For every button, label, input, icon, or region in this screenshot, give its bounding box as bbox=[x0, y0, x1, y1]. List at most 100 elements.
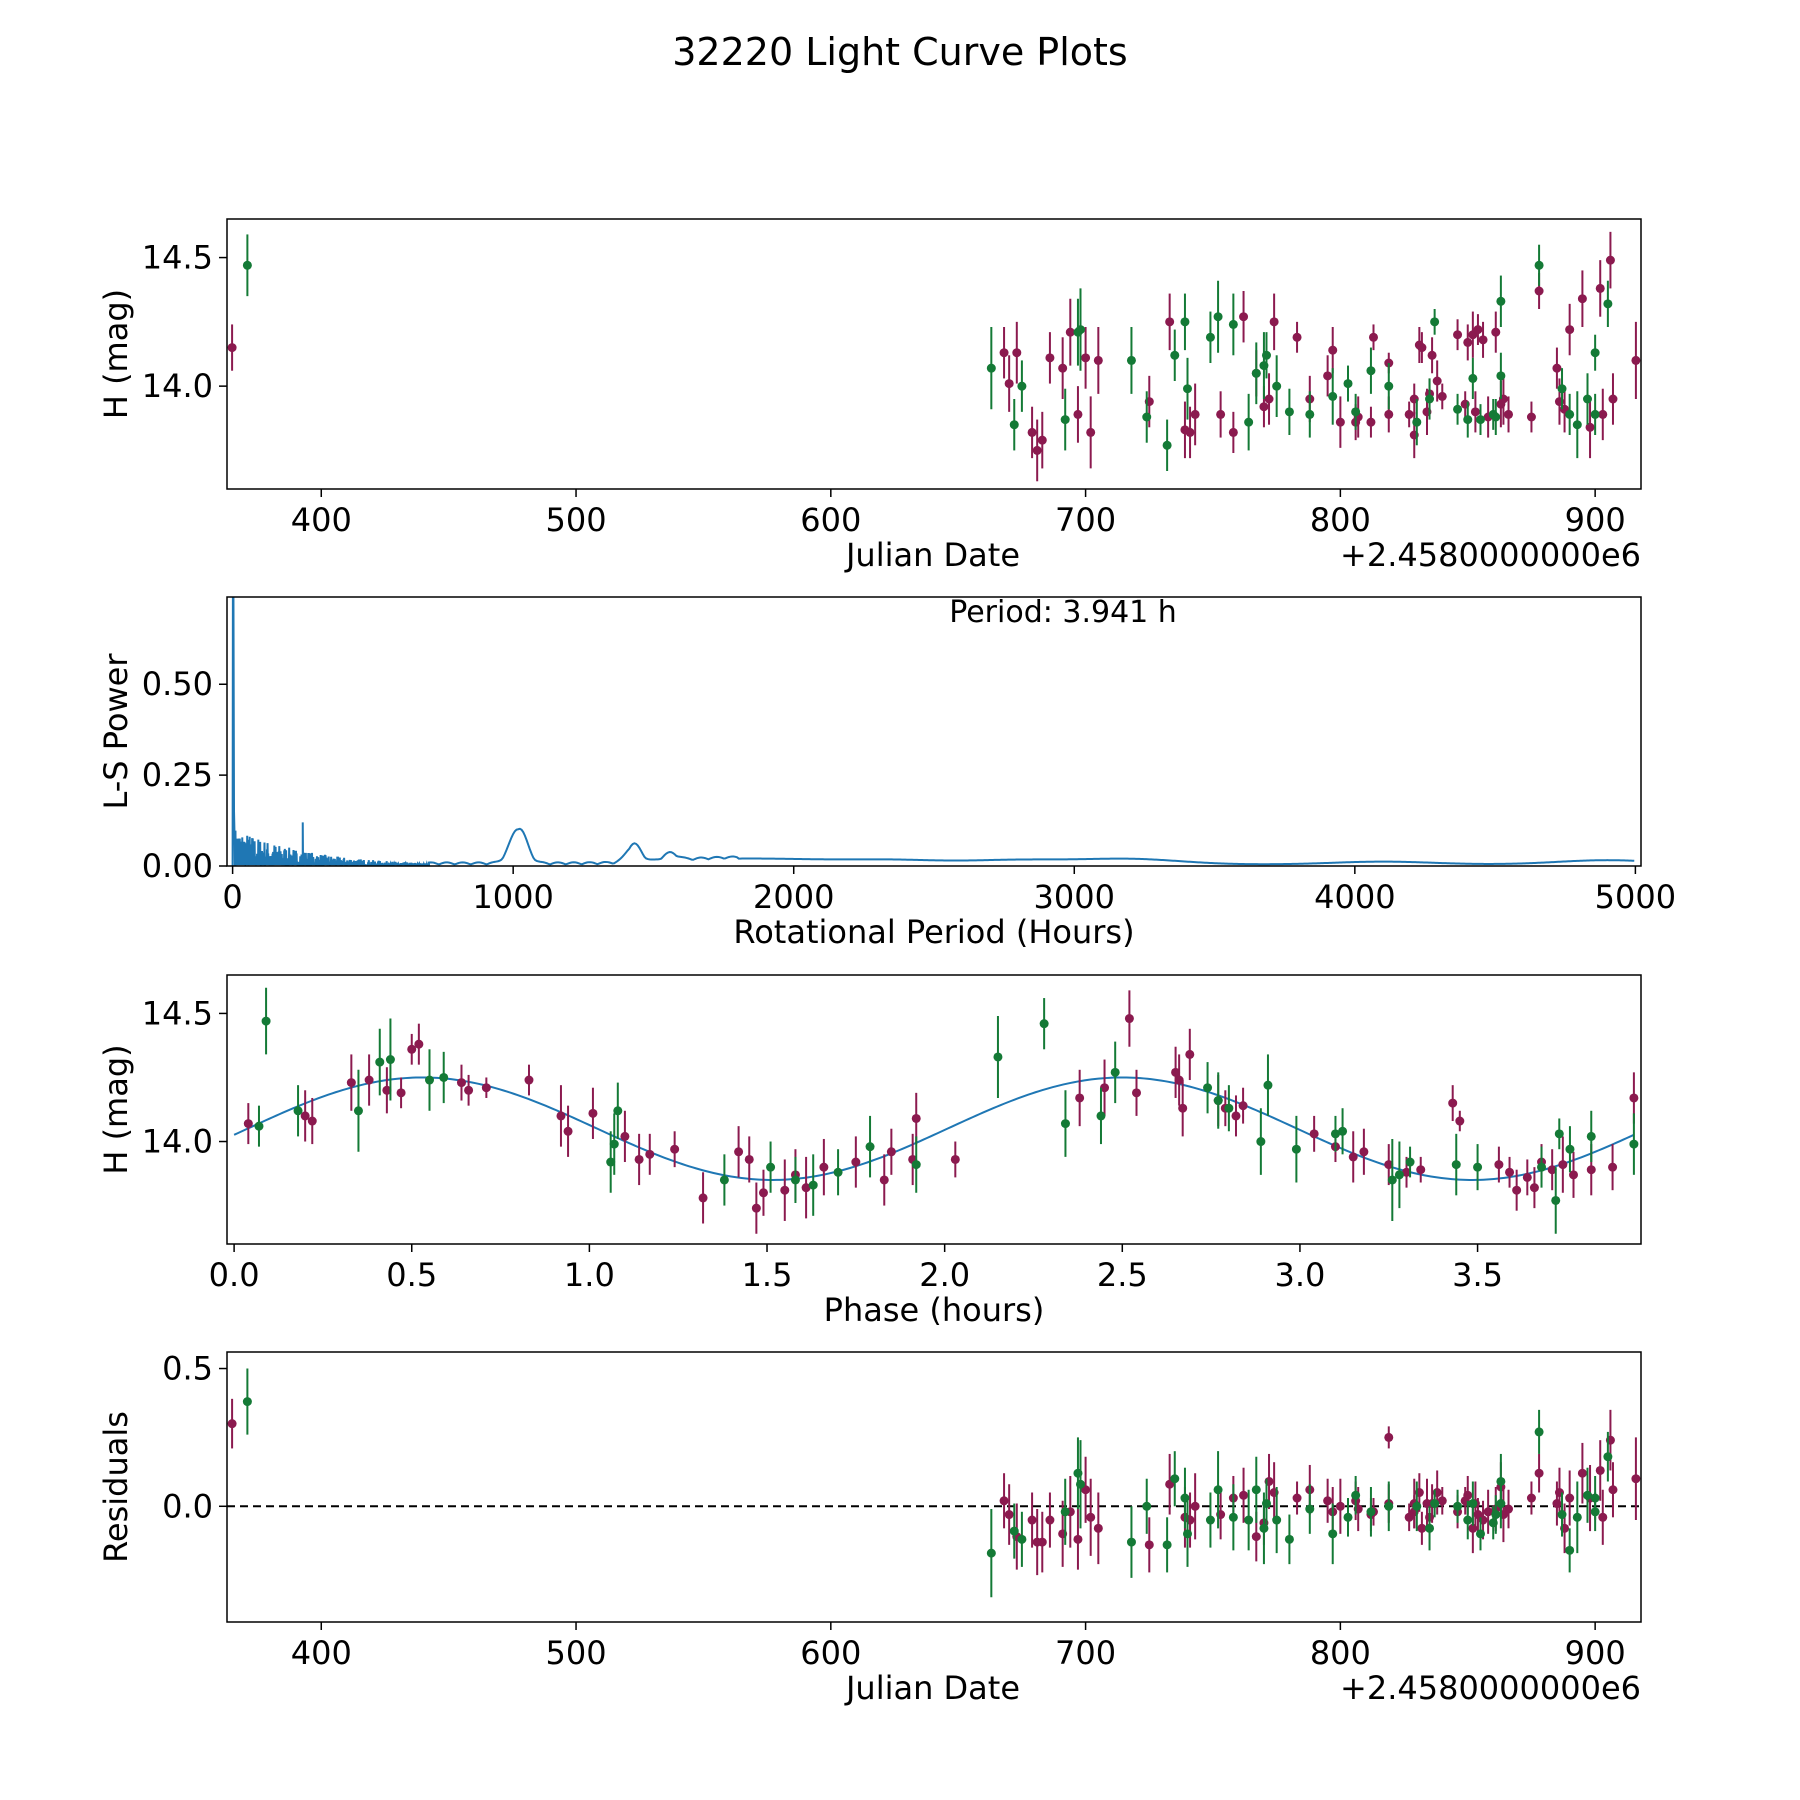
phase-band-1-point bbox=[1505, 1167, 1515, 1177]
res-band-2-point bbox=[1180, 1493, 1190, 1503]
res-band-2-point bbox=[1017, 1534, 1027, 1544]
lc-band-2-point bbox=[1075, 325, 1085, 335]
phase-band-2-point bbox=[790, 1175, 800, 1185]
phase-band-2-point bbox=[609, 1139, 619, 1149]
lc-band-2-point bbox=[1009, 420, 1019, 430]
res-band-1-point bbox=[1534, 1468, 1544, 1478]
lc-band-1-point bbox=[1585, 422, 1595, 432]
phase-xtick-label: 0.0 bbox=[209, 1256, 260, 1294]
res-band-2-point bbox=[986, 1548, 996, 1558]
lc-band-2-point bbox=[1430, 317, 1440, 327]
res-band-2-point bbox=[1491, 1510, 1501, 1520]
res-band-1-point bbox=[1437, 1496, 1447, 1506]
lc-band-1-point bbox=[1478, 335, 1488, 345]
phase-band-1-point bbox=[1185, 1049, 1195, 1059]
phase-band-2-point bbox=[1405, 1157, 1415, 1167]
phase-band-1-point bbox=[414, 1039, 424, 1049]
lc-band-1-point bbox=[1335, 417, 1345, 427]
phase-xtick-label: 3.5 bbox=[1452, 1256, 1503, 1294]
phase-band-1-point bbox=[670, 1144, 680, 1154]
lc-band-1-point bbox=[1491, 327, 1501, 337]
res-band-1-point bbox=[1565, 1493, 1575, 1503]
phase-band-1-point bbox=[1174, 1075, 1184, 1085]
phase-band-1-point bbox=[1558, 1160, 1568, 1170]
phase-band-2-point bbox=[911, 1160, 921, 1170]
phase-band-2-point bbox=[1263, 1080, 1273, 1090]
phase-data-area bbox=[233, 987, 1639, 1234]
phase-band-1-point bbox=[396, 1088, 406, 1098]
phase-band-2-point bbox=[1554, 1129, 1564, 1139]
phase-band-1-point bbox=[464, 1085, 474, 1095]
lc-band-1-point bbox=[1427, 350, 1437, 360]
lc-ytick-label: 14.5 bbox=[142, 239, 213, 277]
lc-band-1-point bbox=[1012, 348, 1022, 358]
res-xtick-label: 500 bbox=[546, 1634, 607, 1672]
lc-band-1-point bbox=[1259, 402, 1269, 412]
phase-xlabel: Phase (hours) bbox=[824, 1291, 1045, 1329]
lc-band-1-point bbox=[1239, 312, 1249, 322]
lc-band-1-point bbox=[1473, 325, 1483, 335]
lc-xtick-label: 800 bbox=[1310, 501, 1371, 539]
lc-band-1-point bbox=[1323, 371, 1333, 381]
phase-band-2-point bbox=[293, 1106, 303, 1116]
lc-band-2-point bbox=[1126, 355, 1136, 365]
res-xtick-label: 900 bbox=[1565, 1634, 1626, 1672]
phase-band-2-point bbox=[1586, 1131, 1596, 1141]
lc-offset-label: +2.4580000000e6 bbox=[1340, 536, 1641, 574]
res-band-2-point bbox=[1496, 1499, 1506, 1509]
phase-band-2-point bbox=[1565, 1144, 1575, 1154]
lc-band-1-point bbox=[1437, 391, 1447, 401]
res-band-1-point bbox=[1323, 1496, 1333, 1506]
phase-band-2-point bbox=[375, 1057, 385, 1067]
res-band-2-point bbox=[1213, 1485, 1223, 1495]
phase-band-1-point bbox=[1608, 1162, 1618, 1172]
lc-band-1-point bbox=[1216, 409, 1226, 419]
lc-band-1-point bbox=[1328, 345, 1338, 355]
phase-band-2-point bbox=[606, 1157, 616, 1167]
phase-band-2-point bbox=[353, 1106, 363, 1116]
res-band-2-point bbox=[1060, 1507, 1070, 1517]
lc-band-1-point bbox=[1470, 407, 1480, 417]
phase-ytick-label: 14.5 bbox=[142, 994, 213, 1032]
res-xtick-label: 400 bbox=[291, 1634, 352, 1672]
res-band-1-point bbox=[1251, 1532, 1261, 1542]
phase-band-1-point bbox=[1178, 1103, 1188, 1113]
lc-band-1-point bbox=[1027, 427, 1037, 437]
panel-residuals: 400 500 600 700 800 900 0.0 0.5 Julian Date Resid… bbox=[97, 1350, 1642, 1707]
res-band-2-point bbox=[1228, 1512, 1238, 1522]
lc-band-2-point bbox=[1244, 417, 1254, 427]
phase-band-2-point bbox=[385, 1055, 395, 1065]
lc-band-1-point bbox=[999, 348, 1009, 358]
phase-band-2-point bbox=[425, 1075, 435, 1085]
lc-xtick-label: 400 bbox=[291, 501, 352, 539]
lc-band-1-point bbox=[1228, 427, 1238, 437]
lc-band-1-point bbox=[1190, 409, 1200, 419]
phase-band-1-point bbox=[645, 1149, 655, 1159]
phase-band-1-point bbox=[364, 1075, 374, 1085]
lc-data-area bbox=[227, 231, 1641, 482]
res-band-2-point bbox=[1126, 1537, 1136, 1547]
lc-band-2-point bbox=[1366, 366, 1376, 376]
phase-band-1-point bbox=[407, 1044, 417, 1054]
phase-band-1-point bbox=[819, 1162, 829, 1172]
lc-band-2-point bbox=[1463, 415, 1473, 425]
lc-band-2-point bbox=[1183, 384, 1193, 394]
lc-band-1-point bbox=[1608, 394, 1618, 404]
phase-band-1-point bbox=[801, 1183, 811, 1193]
res-band-2-point bbox=[1251, 1485, 1261, 1495]
lc-band-1-point bbox=[1045, 353, 1055, 363]
phase-band-1-point bbox=[382, 1085, 392, 1095]
lc-band-2-point bbox=[1475, 415, 1485, 425]
res-band-1-point bbox=[1463, 1490, 1473, 1500]
res-band-2-point bbox=[1351, 1490, 1361, 1500]
lc-band-1-point bbox=[1081, 353, 1091, 363]
phase-band-1-point bbox=[1568, 1170, 1578, 1180]
res-band-2-point bbox=[1261, 1499, 1271, 1509]
phase-band-2-point bbox=[1256, 1137, 1266, 1147]
lc-band-2-point bbox=[242, 260, 252, 270]
res-band-2-point bbox=[1463, 1515, 1473, 1525]
lc-band-2-point bbox=[1205, 332, 1215, 342]
lc-band-1-point bbox=[1073, 409, 1083, 419]
res-band-1-point bbox=[1037, 1537, 1047, 1547]
phase-band-1-point bbox=[1348, 1152, 1358, 1162]
